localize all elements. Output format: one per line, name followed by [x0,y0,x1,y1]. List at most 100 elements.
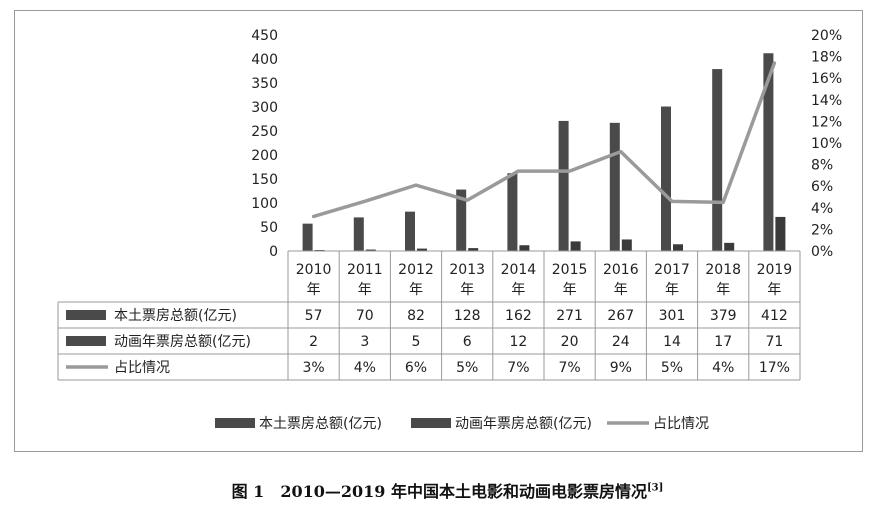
table-cell-value: 271 [556,308,583,324]
table-cell-value: 5% [456,360,478,376]
x-category-label: 2017 [654,262,690,278]
y-right-tick-label: 12% [811,114,842,130]
table-cell-value: 17 [714,334,732,350]
bar-animation-box-office [570,241,581,251]
y-left-tick-label: 300 [251,100,278,116]
y-left-tick-label: 200 [251,148,278,164]
x-category-label: 2013 [449,262,485,278]
bar-animation-box-office [417,248,427,251]
table-cell-value: 2 [309,334,318,350]
table-cell-value: 71 [765,334,783,350]
table-cell-value: 9% [610,360,632,376]
bar-box-office [353,217,364,251]
x-category-label: 2015 [552,262,588,278]
bar-animation-box-office [673,244,683,251]
x-category-label-suffix: 年 [358,282,372,298]
table-cell-value: 20 [561,334,579,350]
x-category-label-suffix: 年 [767,282,781,298]
y-right-tick-label: 20% [811,28,842,44]
table-legend-bar-key [66,310,106,320]
x-category-label: 2014 [501,262,537,278]
y-right-tick-label: 10% [811,136,842,152]
table-cell-value: 5 [412,334,421,350]
y-right-tick-label: 4% [811,201,833,217]
figure-caption: 图 1 2010—2019 年中国本土电影和动画电影票房情况[3] [0,478,895,502]
table-cell-value: 267 [607,308,634,324]
y-left-tick-label: 100 [251,196,278,212]
table-cell-value: 14 [663,334,681,350]
table-cell-value: 6% [405,360,427,376]
table-cell-value: 162 [505,308,532,324]
bar-animation-box-office [724,242,735,251]
y-left-tick-label: 400 [251,52,278,68]
bar-box-office [302,223,313,251]
x-category-label-suffix: 年 [511,282,525,298]
y-right-tick-label: 0% [811,244,833,260]
table-row-header: 占比情况 [114,360,170,376]
y-right-tick-label: 14% [811,93,842,109]
table-cell-value: 57 [305,308,323,324]
table-cell-value: 7% [507,360,529,376]
caption-reference: [3] [646,482,664,494]
table-cell-value: 3% [302,360,324,376]
legend-label: 占比情况 [653,416,709,432]
bar-animation-box-office [519,245,530,251]
table-cell-value: 301 [659,308,686,324]
table-cell-value: 6 [463,334,472,350]
y-right-tick-label: 16% [811,71,842,87]
bar-box-office [507,173,518,251]
table-cell-value: 5% [661,360,683,376]
table-cell-value: 379 [710,308,737,324]
line-share [311,61,777,219]
bar-box-office [609,122,620,251]
y-left-tick-label: 250 [251,124,278,140]
y-left-tick-label: 0 [269,244,278,260]
x-category-label-suffix: 年 [460,282,474,298]
bar-animation-box-office [365,249,376,251]
x-category-label-suffix: 年 [409,282,423,298]
table-cell-value: 17% [759,360,790,376]
y-right-tick-label: 18% [811,50,842,66]
bar-box-office [763,53,774,251]
chart-frame: 0 50 100 150 200 250 300 350 400 450 0% 2% 4% 6% 8% 10%… [14,10,863,452]
legend-label: 本土票房总额(亿元) [259,416,382,432]
x-category-label-suffix: 年 [665,282,679,298]
legend-bar-key [411,418,451,428]
bar-box-office [405,211,415,251]
table-cell-value: 82 [407,308,425,324]
table-cell-value: 24 [612,334,630,350]
bar-box-office [456,189,467,251]
table-cell-value: 12 [509,334,527,350]
y-left-tick-label: 350 [251,76,278,92]
caption-text: 图 1 2010—2019 年中国本土电影和动画电影票房情况 [231,482,647,501]
y-right-tick-label: 2% [811,222,833,238]
table-cell-value: 70 [356,308,374,324]
bar-animation-box-office [621,239,632,251]
y-left-tick-label: 450 [251,28,278,44]
y-right-tick-label: 8% [811,158,833,174]
x-category-label: 2010 [296,262,332,278]
y-right-tick-label: 6% [811,179,833,195]
bar-animation-box-office [468,248,479,251]
x-category-label-suffix: 年 [307,282,321,298]
combo-chart: 0 50 100 150 200 250 300 350 400 450 0% 2% 4% 6% 8% 10%… [57,28,842,432]
x-category-label: 2018 [705,262,741,278]
bar-animation-box-office [775,216,786,251]
table-cell-value: 412 [761,308,788,324]
legend-bar-key [215,418,255,428]
bar-box-office [558,120,569,251]
x-category-label-suffix: 年 [614,282,628,298]
y-left-tick-label: 150 [251,172,278,188]
table-row-header: 动画年票房总额(亿元) [114,334,251,350]
x-category-label: 2012 [398,262,434,278]
x-category-label: 2011 [347,262,383,278]
table-cell-value: 4% [354,360,376,376]
table-legend-bar-key [66,336,106,346]
x-category-label: 2016 [603,262,639,278]
x-category-label: 2019 [757,262,793,278]
table-cell-value: 4% [712,360,734,376]
table-row-header: 本土票房总额(亿元) [114,308,237,324]
legend-label: 动画年票房总额(亿元) [455,416,592,432]
bar-box-office [661,106,671,252]
x-category-label-suffix: 年 [716,282,730,298]
